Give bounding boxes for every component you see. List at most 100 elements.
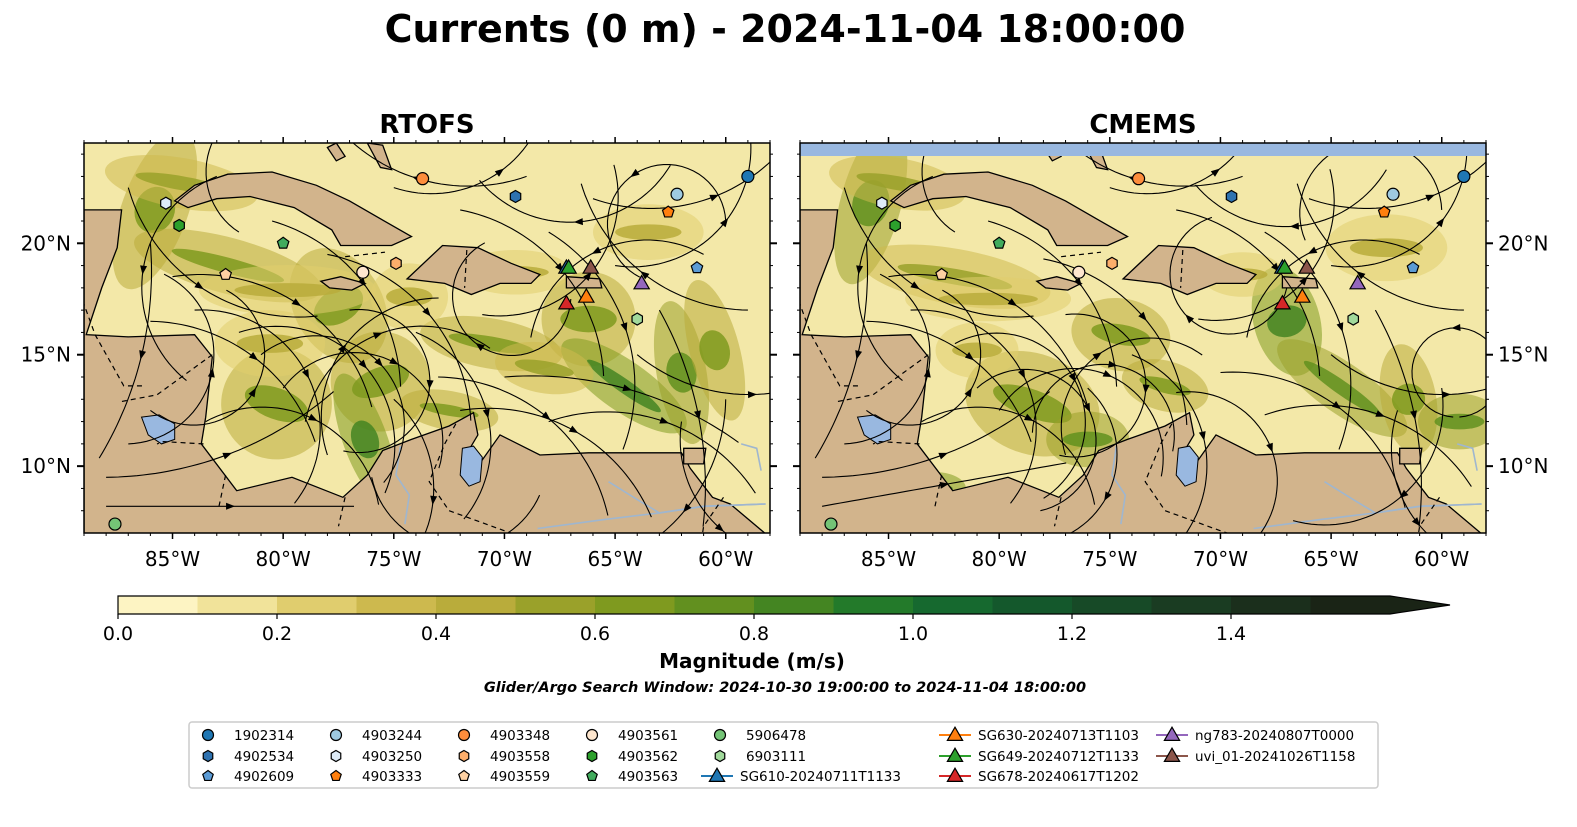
border <box>800 302 860 387</box>
current-speed-core <box>1303 360 1381 416</box>
current-speed-core <box>234 283 341 298</box>
marker-4903559 <box>219 267 233 280</box>
legend-label: 4902534 <box>234 749 294 765</box>
colorbar-tick-label: 0.4 <box>421 623 451 645</box>
no-data-strip <box>800 143 1486 156</box>
streamline <box>371 477 541 533</box>
streamline-arrow <box>301 368 310 379</box>
lon-tick-label: 60°W <box>1414 547 1469 571</box>
legend-label: 4903333 <box>362 769 422 785</box>
current-speed-core <box>699 330 731 371</box>
streamline-arrow <box>1083 402 1091 413</box>
colorbar-tick-label: 0.2 <box>262 623 292 645</box>
streamline-arrow <box>1410 410 1417 420</box>
land-cuba <box>889 171 1129 247</box>
lon-tick-label: 60°W <box>698 547 753 571</box>
marker-4903558 <box>1106 256 1118 271</box>
border <box>345 251 386 258</box>
legend-label: 4903250 <box>362 749 422 765</box>
current-speed-core <box>419 402 479 418</box>
legend-marker-4903333 <box>330 769 342 782</box>
marker-sg649-20240712t1133 <box>559 258 578 274</box>
river <box>740 443 762 471</box>
legend-marker-4903562 <box>586 749 598 763</box>
legend-marker-4903563 <box>586 769 598 782</box>
current-speed-core <box>1434 413 1485 430</box>
lake <box>856 414 892 445</box>
marker-4903250 <box>876 196 888 210</box>
current-speed-core <box>952 342 1002 359</box>
lon-tick-label: 75°W <box>1082 547 1137 571</box>
current-speed-core <box>666 352 697 393</box>
legend-label: 5906478 <box>746 728 806 744</box>
streamline-arrow <box>541 411 551 421</box>
border <box>1053 497 1062 527</box>
streamline-arrow <box>219 117 230 128</box>
map-frame <box>799 142 1487 534</box>
lon-tick-label: 75°W <box>366 547 421 571</box>
streamlines <box>98 117 770 533</box>
lon-tick-label: 80°W <box>972 547 1027 571</box>
lat-tick-label: 10°N <box>1498 454 1548 478</box>
marker-1902314 <box>741 169 755 184</box>
border <box>337 497 346 527</box>
legend-marker-6903111 <box>714 749 726 763</box>
streamline-arrow <box>1104 491 1112 501</box>
streamline-arrow <box>291 298 302 307</box>
streamline-arrow <box>1299 276 1308 286</box>
legend-label: 6903111 <box>746 749 806 765</box>
streamline-arrow <box>935 117 946 128</box>
legend-marker-4902534 <box>202 749 214 763</box>
lake <box>1175 445 1199 487</box>
marker-4903558 <box>390 256 402 271</box>
marker-4902534 <box>509 189 522 204</box>
legend-label: 4903348 <box>490 728 550 744</box>
streamline-arrow <box>1007 298 1018 307</box>
streamline-arrow <box>1185 314 1195 324</box>
legend-label: 4903561 <box>618 728 678 744</box>
streamline <box>921 143 956 233</box>
streamline-arrow <box>358 359 367 369</box>
river <box>608 481 766 514</box>
float-markers <box>824 169 1471 531</box>
marker-6903111 <box>1347 312 1360 326</box>
streamline-arrow <box>1436 217 1445 228</box>
streamline-arrow <box>475 342 485 352</box>
streamline-arrow <box>1210 168 1221 177</box>
marker-4902609 <box>1406 261 1420 274</box>
streamline-arrow <box>591 246 602 254</box>
streamline-arrow <box>194 281 204 290</box>
border <box>1417 496 1440 533</box>
legend-marker-5906478 <box>713 728 727 742</box>
legend: 1902314 4902534 4902609 4903244 4903250 49033… <box>188 721 1379 789</box>
border <box>428 423 513 533</box>
streamline-arrow <box>1356 271 1366 280</box>
legend-marker-uvi_01-20241026t1158 <box>1163 746 1181 763</box>
colorbar-tick-label: 1.2 <box>1057 623 1087 645</box>
streamline <box>205 143 240 233</box>
marker-4903561 <box>1072 265 1086 279</box>
legend-label: 4903559 <box>490 769 550 785</box>
streamline-arrow <box>1307 246 1318 254</box>
land-bah1 <box>326 143 347 162</box>
legend-label: uvi_01-20241026T1158 <box>1195 749 1355 765</box>
streamline-arrow <box>694 410 701 420</box>
border <box>1144 423 1229 533</box>
current-speed-core <box>1139 376 1191 396</box>
lat-tick-label: 15°N <box>1498 343 1548 367</box>
lat-tick-label: 10°N <box>21 454 71 478</box>
marker-4903562 <box>889 218 901 233</box>
colorbar-outline <box>117 595 1451 615</box>
streamline-arrow <box>1073 277 1083 287</box>
legend-label: 4903563 <box>618 769 678 785</box>
streamline-arrow <box>709 194 720 202</box>
marker-4903348 <box>415 172 430 186</box>
legend-marker-1902314 <box>201 728 215 742</box>
streamline-arrow <box>1142 384 1150 394</box>
marker-5906478 <box>108 517 122 531</box>
search-window-caption: Glider/Argo Search Window: 2024-10-30 19… <box>484 680 1086 696</box>
colorbar-tick-label: 0.8 <box>739 623 769 645</box>
land-trin <box>683 447 707 465</box>
colorbar-tick-label: 0.0 <box>103 623 133 645</box>
streamline-arrow <box>1068 372 1076 383</box>
